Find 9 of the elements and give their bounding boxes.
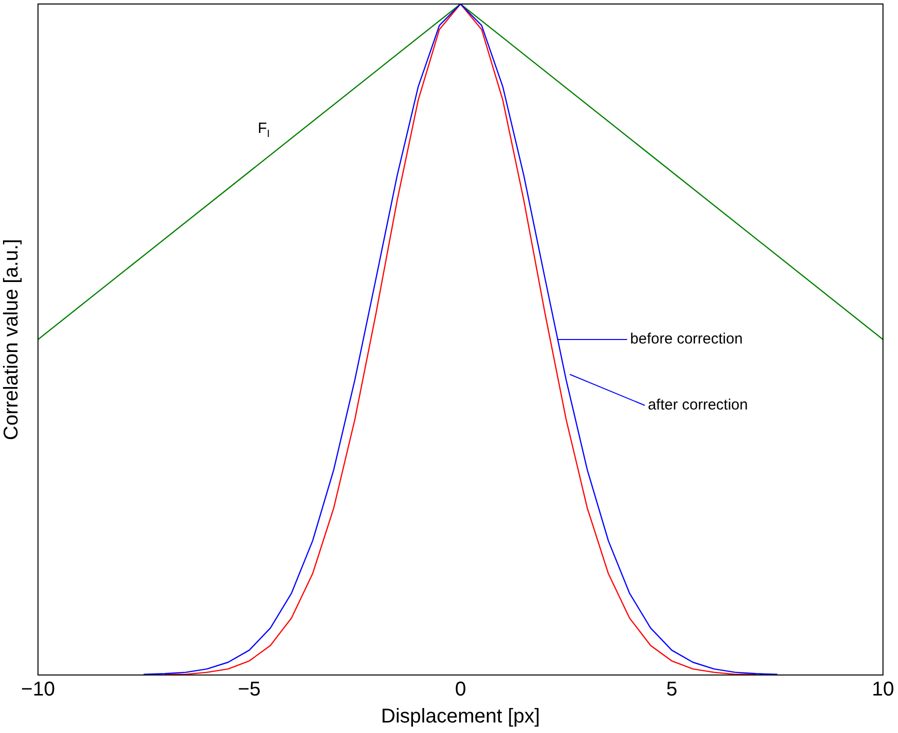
annotation: after correction — [648, 396, 748, 414]
x-tick-label: 0 — [454, 678, 466, 701]
x-axis-title: Displacement [px] — [381, 706, 540, 728]
x-tick-label: −10 — [21, 678, 55, 701]
x-tick-label: 5 — [666, 678, 678, 701]
y-axis-title: Correlation value [a.u.] — [0, 238, 23, 440]
annotation: before correction — [630, 330, 743, 348]
x-tick-label: 10 — [872, 678, 894, 701]
x-tick-label: −5 — [238, 678, 261, 701]
